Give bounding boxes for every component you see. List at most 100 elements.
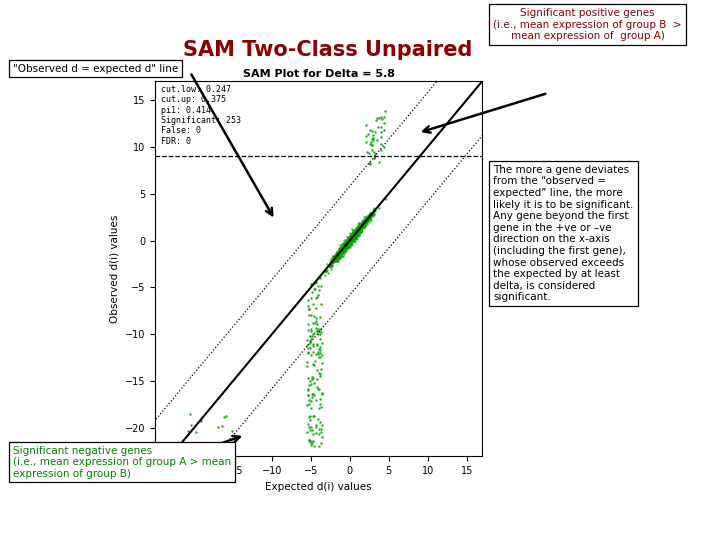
Point [348, 227, 359, 236]
Point [305, 337, 316, 346]
Point [343, 240, 354, 248]
Point [336, 241, 348, 249]
Point [330, 253, 341, 261]
Point [346, 231, 358, 240]
Point [338, 241, 350, 249]
Point [342, 242, 354, 251]
Point [334, 248, 346, 256]
Point [346, 237, 358, 245]
Point [305, 396, 316, 405]
Point [336, 247, 348, 255]
Point [353, 223, 364, 232]
Point [332, 249, 343, 258]
Point [343, 236, 355, 245]
Point [348, 233, 359, 241]
Point [356, 223, 367, 232]
Point [348, 229, 360, 238]
Point [351, 224, 362, 233]
Point [342, 239, 354, 247]
Point [330, 250, 341, 259]
Point [344, 234, 356, 242]
Point [355, 222, 366, 231]
Point [349, 229, 361, 238]
Point [350, 233, 361, 241]
Point [312, 350, 323, 359]
Point [335, 247, 346, 255]
Point [350, 230, 361, 238]
Point [307, 412, 319, 421]
Point [342, 234, 354, 242]
Point [358, 219, 369, 228]
Point [337, 248, 348, 256]
Point [364, 212, 376, 220]
Point [340, 239, 351, 248]
Point [348, 230, 360, 239]
Point [349, 230, 361, 238]
Point [355, 224, 366, 233]
Point [317, 338, 328, 347]
Point [356, 221, 367, 230]
Point [343, 240, 354, 249]
Point [352, 227, 364, 235]
Point [357, 219, 369, 228]
Point [349, 228, 361, 237]
Point [364, 209, 376, 218]
Point [343, 239, 354, 248]
Point [351, 227, 363, 236]
Point [343, 235, 355, 244]
Point [335, 244, 346, 253]
Point [355, 224, 366, 233]
Point [336, 249, 347, 258]
Point [340, 242, 351, 251]
Point [321, 260, 333, 269]
Point [359, 222, 370, 231]
Point [345, 237, 356, 245]
Point [338, 244, 350, 253]
Point [337, 240, 348, 249]
Point [349, 225, 361, 234]
Point [353, 227, 364, 235]
Point [343, 238, 355, 247]
Point [339, 243, 351, 252]
Point [351, 227, 362, 236]
Point [305, 310, 317, 319]
Point [356, 221, 367, 230]
Point [353, 228, 364, 237]
Point [354, 224, 365, 232]
Point [344, 238, 356, 247]
Text: The more a gene deviates
from the “observed =
expected” line, the more
likely it: The more a gene deviates from the “obser… [493, 165, 634, 302]
Point [361, 211, 373, 220]
Point [341, 238, 353, 247]
Point [333, 249, 344, 258]
Point [351, 225, 363, 234]
Point [344, 235, 356, 244]
Point [338, 241, 350, 250]
Point [315, 424, 327, 433]
Point [346, 233, 357, 241]
Point [343, 237, 354, 245]
Point [330, 253, 341, 261]
Point [348, 232, 359, 241]
Point [336, 243, 347, 252]
Point [354, 222, 366, 231]
Point [348, 234, 360, 242]
Point [350, 231, 361, 240]
Point [336, 244, 348, 253]
Point [332, 253, 343, 262]
Point [342, 240, 354, 249]
Point [346, 232, 358, 241]
Point [336, 246, 347, 254]
Point [348, 231, 360, 240]
Point [341, 244, 353, 252]
Point [343, 239, 355, 247]
Point [340, 240, 351, 249]
Point [352, 229, 364, 238]
Point [343, 238, 355, 246]
Point [330, 252, 342, 261]
Point [339, 243, 351, 252]
Point [336, 246, 348, 254]
Point [333, 253, 345, 261]
Point [347, 233, 359, 242]
Point [343, 238, 355, 247]
Point [359, 217, 370, 225]
